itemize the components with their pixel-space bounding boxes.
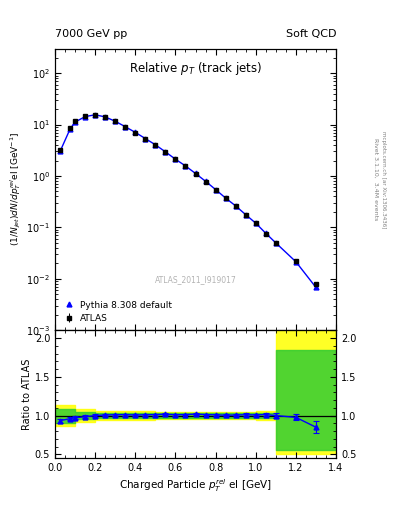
Pythia 8.308 default (203, 178, 208, 184)
Y-axis label: $(1/N_{jet})dN/dp^{rel}_{T}$el [GeV$^{-1}$]: $(1/N_{jet})dN/dp^{rel}_{T}$el [GeV$^{-1… (9, 133, 24, 246)
Pythia 8.308 default (103, 114, 108, 120)
Pythia 8.308 default (153, 142, 158, 148)
Pythia 8.308 default (314, 284, 318, 290)
Pythia 8.308 default (263, 230, 268, 237)
Line: Pythia 8.308 default: Pythia 8.308 default (58, 112, 318, 290)
Text: Soft QCD: Soft QCD (286, 29, 336, 39)
Pythia 8.308 default (133, 130, 138, 136)
Pythia 8.308 default (58, 148, 62, 155)
Pythia 8.308 default (253, 220, 258, 226)
Pythia 8.308 default (183, 163, 188, 169)
Text: ATLAS_2011_I919017: ATLAS_2011_I919017 (154, 275, 237, 284)
Pythia 8.308 default (143, 136, 148, 142)
Pythia 8.308 default (73, 119, 77, 125)
Pythia 8.308 default (233, 203, 238, 209)
Pythia 8.308 default (123, 123, 128, 130)
Pythia 8.308 default (163, 149, 168, 155)
X-axis label: Charged Particle $p^{rel}_{T}$ el [GeV]: Charged Particle $p^{rel}_{T}$ el [GeV] (119, 477, 272, 494)
Pythia 8.308 default (113, 118, 118, 124)
Pythia 8.308 default (274, 240, 278, 246)
Pythia 8.308 default (223, 195, 228, 201)
Pythia 8.308 default (68, 126, 72, 132)
Legend: Pythia 8.308 default, ATLAS: Pythia 8.308 default, ATLAS (59, 298, 175, 326)
Pythia 8.308 default (294, 259, 298, 265)
Text: Rivet 3.1.10,  3.4M events: Rivet 3.1.10, 3.4M events (373, 138, 378, 220)
Y-axis label: Ratio to ATLAS: Ratio to ATLAS (22, 358, 32, 430)
Pythia 8.308 default (93, 112, 97, 118)
Pythia 8.308 default (243, 211, 248, 218)
Text: 7000 GeV pp: 7000 GeV pp (55, 29, 127, 39)
Text: Relative $p_{T}$ (track jets): Relative $p_{T}$ (track jets) (129, 60, 262, 77)
Text: mcplots.cern.ch [ar Xiv:1306.3436]: mcplots.cern.ch [ar Xiv:1306.3436] (381, 131, 386, 228)
Pythia 8.308 default (213, 186, 218, 193)
Pythia 8.308 default (83, 114, 88, 120)
Pythia 8.308 default (173, 156, 178, 162)
Pythia 8.308 default (193, 170, 198, 177)
